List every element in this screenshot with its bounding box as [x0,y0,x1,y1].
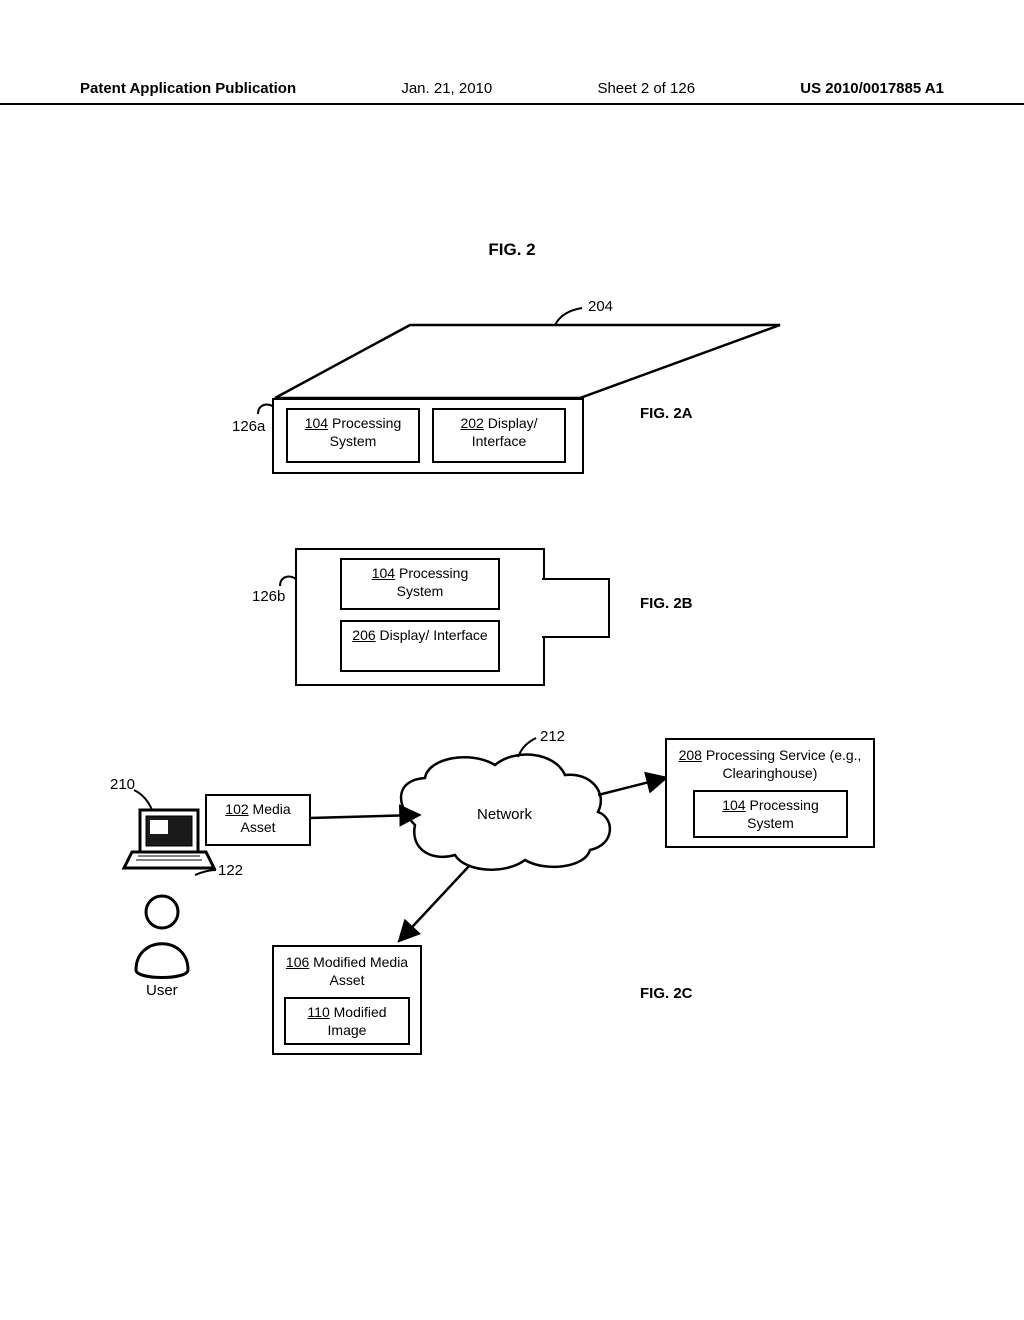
fig2b-extension [542,578,610,638]
fig2b-box2-ref: 206 [352,627,375,643]
fig2b-box2-text: Display/ Interface [380,627,488,643]
fig2c-svc-inner-ref: 104 [722,797,745,813]
fig2b-title: FIG. 2B [640,595,693,612]
fig2c-svc-ref: 208 [679,747,702,763]
fig2a-box1-text: Processing System [330,415,402,449]
header-sheet: Sheet 2 of 126 [597,80,695,97]
fig2a-processing-box: 104 Processing System [286,408,420,463]
fig2c-media-asset-box: 102 Media Asset [205,794,311,846]
fig2c-svc-text: Processing Service (e.g., Clearinghouse) [706,747,862,781]
fig2a-box2-ref: 202 [460,415,483,431]
fig2a-box1-ref: 104 [305,415,328,431]
fig2c-network-label: Network [477,806,532,823]
fig2c-media-ref: 102 [225,801,248,817]
fig2c-ref-122: 122 [218,862,243,879]
header-date: Jan. 21, 2010 [401,80,492,97]
fig2c-mod-inner-text: Modified Image [328,1004,387,1038]
fig2b-ref-126b: 126b [252,588,285,605]
fig2c-title: FIG. 2C [640,985,693,1002]
fig2a-ref-126a: 126a [232,418,265,435]
fig2c-user-label: User [146,982,178,999]
header-publication: Patent Application Publication [80,80,296,97]
figure-main-title: FIG. 2 [0,240,1024,260]
fig2a-ref-204: 204 [588,298,613,315]
fig2c-svc-inner-text: Processing System [747,797,819,831]
fig2c-modified-inner-box: 110 Modified Image [284,997,410,1045]
fig2c-ref-212: 212 [540,728,565,745]
diagram-area: 104 Processing System 202 Display/ Inter… [0,290,1024,1190]
fig2c-mod-inner-ref: 110 [307,1004,329,1020]
fig2c-mod-ref: 106 [286,954,309,970]
user-icon [136,896,188,978]
fig2b-box1-ref: 104 [372,565,395,581]
fig2c-mod-text: Modified Media Asset [313,954,408,988]
fig2b-display-box: 206 Display/ Interface [340,620,500,672]
page-header: Patent Application Publication Jan. 21, … [0,80,1024,105]
fig2b-box1-text: Processing System [397,565,469,599]
fig2c-service-inner-box: 104 Processing System [693,790,848,838]
fig2a-title: FIG. 2A [640,405,693,422]
fig2a-display-box: 202 Display/ Interface [432,408,566,463]
laptop-icon [124,810,214,868]
header-pubnum: US 2010/0017885 A1 [800,80,944,97]
fig2b-processing-box: 104 Processing System [340,558,500,610]
fig2c-ref-210: 210 [110,776,135,793]
